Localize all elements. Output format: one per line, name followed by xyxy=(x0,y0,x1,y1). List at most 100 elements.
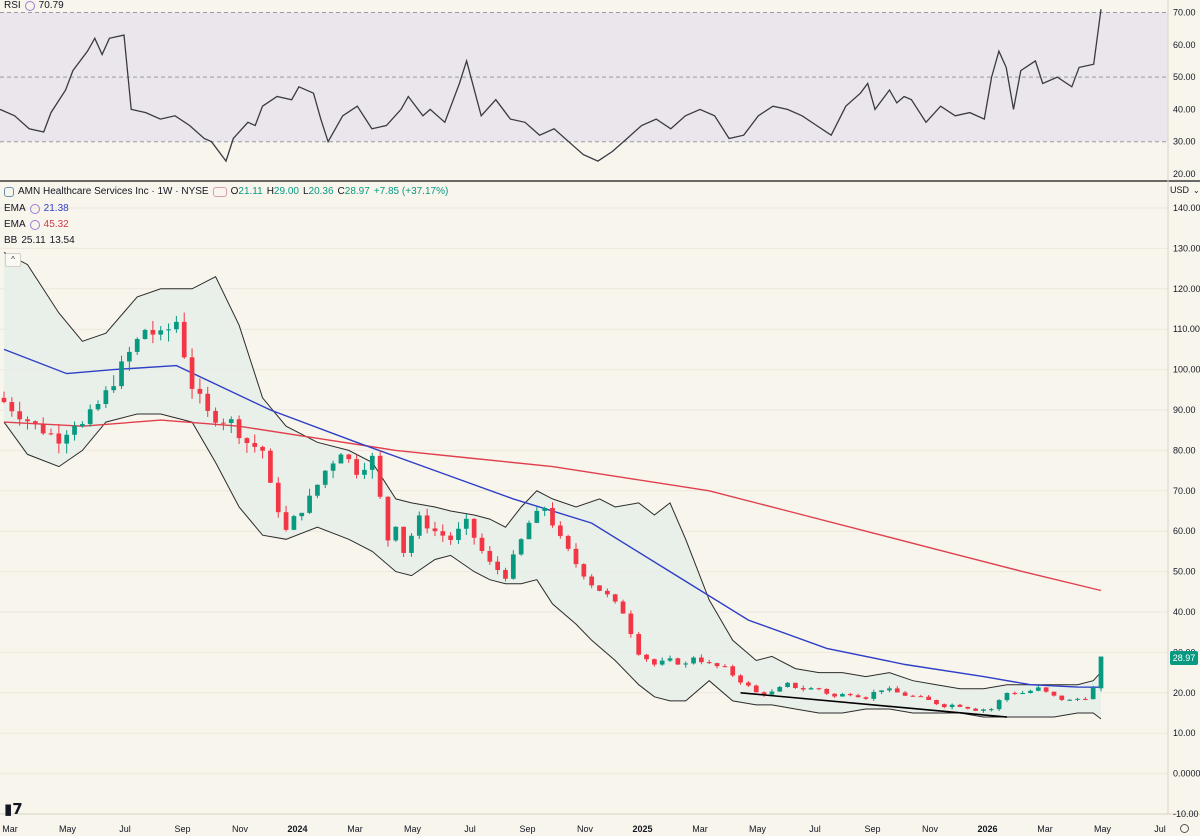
candle-body xyxy=(785,682,790,687)
candle-body xyxy=(518,539,524,555)
bb-legend[interactable]: BB 25.11 13.54 xyxy=(4,235,75,246)
candle xyxy=(1043,687,1049,693)
candle-body xyxy=(40,424,46,434)
candle-body xyxy=(753,685,759,693)
ema-fast-line xyxy=(3,348,1102,688)
candle xyxy=(166,323,171,342)
candle xyxy=(918,694,924,698)
candle xyxy=(855,693,861,698)
tradingview-logo-icon[interactable]: ▮7 xyxy=(4,800,23,818)
candle-body xyxy=(432,528,438,532)
candle-body xyxy=(550,507,555,526)
candle-body xyxy=(503,569,508,579)
ohlc-close: 28.97 xyxy=(344,186,370,197)
ema-slow-value: 45.32 xyxy=(43,219,69,230)
candle-body xyxy=(628,613,634,635)
symbol-title[interactable]: AMN Healthcare Services Inc · 1W · NYSE xyxy=(18,186,209,197)
time-tick-label: Mar xyxy=(2,824,18,834)
currency-selector[interactable]: USD ⌄ xyxy=(1170,185,1200,195)
rsi-pane xyxy=(0,0,1168,180)
candle-body xyxy=(189,357,195,389)
candle xyxy=(456,522,461,544)
candle xyxy=(652,658,657,667)
candle-body xyxy=(158,330,164,335)
candle xyxy=(659,657,665,666)
candle xyxy=(95,400,101,411)
ema-fast-label: EMA xyxy=(4,203,26,214)
rsi-tick-label: 30.00 xyxy=(1173,137,1196,147)
candle-body xyxy=(181,321,187,358)
time-tick-label: Nov xyxy=(922,824,939,834)
collapse-legend-button[interactable]: ^ xyxy=(5,253,21,267)
candle xyxy=(683,661,689,668)
candle xyxy=(56,424,62,454)
candle xyxy=(628,610,634,638)
candle-body xyxy=(338,454,344,464)
candle xyxy=(32,420,38,430)
candle xyxy=(252,434,258,453)
candle xyxy=(1067,699,1073,701)
candle-body xyxy=(957,704,963,707)
candle-body xyxy=(150,329,156,335)
candle-body xyxy=(1012,692,1018,694)
time-tick-label: May xyxy=(59,824,77,834)
candle-body xyxy=(1,397,7,403)
price-tick-label: 140.00 xyxy=(1173,203,1200,213)
candle-body xyxy=(1090,687,1096,700)
candle xyxy=(1059,695,1065,702)
candle xyxy=(565,534,571,552)
candle-body xyxy=(746,682,751,686)
settings-icon[interactable] xyxy=(29,203,40,214)
gear-icon[interactable] xyxy=(1180,824,1189,833)
candle xyxy=(941,703,947,709)
candle xyxy=(863,696,869,700)
candle xyxy=(675,657,681,665)
candle xyxy=(620,599,626,614)
bb-lower-line xyxy=(3,413,1102,720)
time-tick-label: Jul xyxy=(119,824,131,834)
candle xyxy=(840,692,845,697)
candle-body xyxy=(918,696,924,698)
candle xyxy=(315,484,320,499)
ema-slow-line xyxy=(3,419,1102,592)
rsi-tick-label: 50.00 xyxy=(1173,72,1196,82)
candle-body xyxy=(95,404,101,410)
candle xyxy=(589,574,595,589)
candle-body xyxy=(902,692,908,696)
candle xyxy=(1,391,7,404)
time-tick-label: May xyxy=(404,824,422,834)
symbol-header[interactable]: AMN Healthcare Services Inc · 1W · NYSE … xyxy=(4,186,448,197)
candle xyxy=(213,407,218,427)
candle xyxy=(181,312,187,359)
candle-body xyxy=(573,548,579,565)
candle-body xyxy=(134,339,140,352)
bb-upper-value: 25.11 xyxy=(21,235,46,246)
ema-fast-value: 21.38 xyxy=(43,203,69,214)
candle-body xyxy=(793,682,798,688)
settings-icon[interactable] xyxy=(29,219,40,230)
candle-body xyxy=(855,695,861,698)
candle xyxy=(526,520,532,540)
rsi-legend[interactable]: RSI 70.79 xyxy=(4,0,64,11)
settings-icon[interactable] xyxy=(24,0,35,11)
time-tick-label: May xyxy=(749,824,767,834)
ema-slow-label: EMA xyxy=(4,219,26,230)
candle xyxy=(103,386,109,408)
candle xyxy=(134,337,140,355)
candle xyxy=(72,421,77,441)
candle-body xyxy=(463,518,469,529)
candle xyxy=(573,543,579,568)
price-tick-label: 50.00 xyxy=(1173,567,1196,577)
ema-slow-legend[interactable]: EMA 45.32 xyxy=(4,219,69,230)
candle-body xyxy=(72,425,77,435)
candle-body xyxy=(174,321,179,330)
candle xyxy=(268,448,273,483)
candle-body xyxy=(228,419,234,423)
candle-body xyxy=(244,438,250,444)
candle-body xyxy=(291,516,297,530)
currency-label: USD xyxy=(1170,185,1190,195)
ema-fast-legend[interactable]: EMA 21.38 xyxy=(4,203,69,214)
candle xyxy=(25,416,30,430)
compare-icon[interactable] xyxy=(212,186,227,197)
ohlc-high-label: H xyxy=(266,186,274,197)
